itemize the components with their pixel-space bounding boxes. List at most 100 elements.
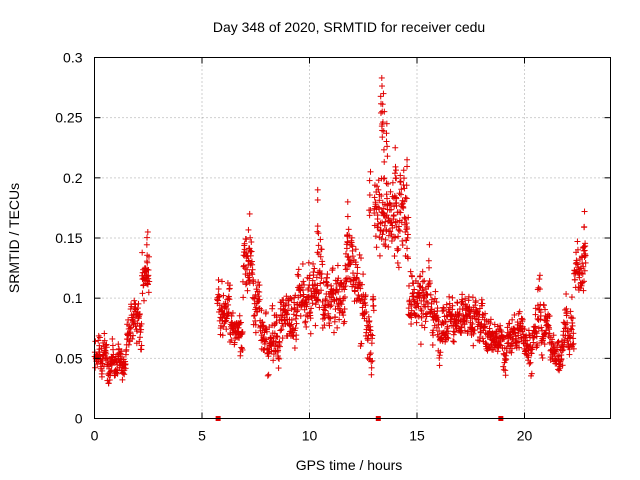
data-point [222, 318, 229, 325]
data-point [288, 316, 295, 323]
data-point [513, 335, 520, 342]
data-point [326, 322, 333, 329]
data-point [381, 222, 388, 229]
data-point [356, 282, 363, 289]
data-point [418, 307, 425, 314]
y-axis-label: SRMTID / TECUs [6, 183, 22, 293]
data-point [398, 186, 405, 193]
data-point [145, 266, 152, 273]
data-point [399, 237, 406, 244]
data-point [269, 302, 276, 309]
data-point [263, 336, 270, 343]
data-point [580, 287, 587, 294]
data-point [305, 296, 312, 303]
data-point [384, 180, 391, 187]
data-point [502, 372, 509, 379]
data-point [433, 299, 440, 306]
data-point [301, 281, 308, 288]
data-point [105, 380, 112, 387]
data-point [317, 253, 324, 260]
x-tick-label: 5 [198, 428, 206, 444]
data-point [324, 281, 331, 288]
data-point [225, 309, 232, 316]
data-point [103, 350, 110, 357]
data-point [397, 179, 404, 186]
data-point [569, 341, 576, 348]
peak-point [380, 175, 387, 182]
data-point [574, 246, 581, 253]
data-point [356, 251, 363, 258]
data-point [533, 333, 540, 340]
data-point [322, 307, 329, 314]
data-point [491, 321, 498, 328]
data-point [542, 330, 549, 337]
data-point [425, 281, 432, 288]
data-point [415, 313, 422, 320]
data-point [532, 311, 539, 318]
peak-point [344, 213, 351, 220]
data-point [243, 266, 250, 273]
data-point [341, 294, 348, 301]
data-point [405, 255, 412, 262]
data-point [292, 315, 299, 322]
data-point [521, 326, 528, 333]
data-point [504, 324, 511, 331]
data-point [243, 236, 250, 243]
data-point [487, 316, 494, 323]
data-point [365, 313, 372, 320]
peak-point [379, 127, 386, 134]
data-point [449, 294, 456, 301]
peak-point [379, 134, 386, 141]
data-point [349, 253, 356, 260]
data-point [137, 329, 144, 336]
data-point [448, 311, 455, 318]
data-point [309, 300, 316, 307]
data-point [288, 305, 295, 312]
data-point [144, 281, 151, 288]
data-point [561, 339, 568, 346]
data-point [100, 363, 107, 370]
data-point [225, 293, 232, 300]
data-point [361, 296, 368, 303]
data-point [305, 285, 312, 292]
data-point [389, 222, 396, 229]
data-point [555, 338, 562, 345]
data-point [327, 303, 334, 310]
data-point [405, 214, 412, 221]
data-point [368, 364, 375, 371]
data-point [334, 277, 341, 284]
data-point [379, 231, 386, 238]
data-point [324, 271, 331, 278]
data-point [294, 307, 301, 314]
data-point [564, 319, 571, 326]
peak-point [366, 191, 373, 198]
data-point [546, 326, 553, 333]
data-point [408, 314, 415, 321]
data-point [244, 287, 251, 294]
data-point [138, 326, 145, 333]
data-point [421, 324, 428, 331]
data-point [559, 362, 566, 369]
data-point [132, 301, 139, 308]
data-point [299, 260, 306, 267]
data-point [133, 328, 140, 335]
data-point [535, 284, 542, 291]
peak-point [144, 252, 151, 259]
peak-point [384, 143, 391, 150]
data-point [229, 309, 236, 316]
data-point [408, 320, 415, 327]
data-point [526, 331, 533, 338]
data-point [248, 248, 255, 255]
y-tick-label: 0.1 [63, 290, 83, 306]
data-point [373, 183, 380, 190]
data-point [310, 272, 317, 279]
data-point [239, 346, 246, 353]
data-point [315, 242, 322, 249]
peak-point [391, 170, 398, 177]
data-point [571, 276, 578, 283]
peak-point [143, 234, 150, 241]
data-point [426, 264, 433, 271]
data-point [396, 228, 403, 235]
data-point [275, 365, 282, 372]
data-point [275, 347, 282, 354]
